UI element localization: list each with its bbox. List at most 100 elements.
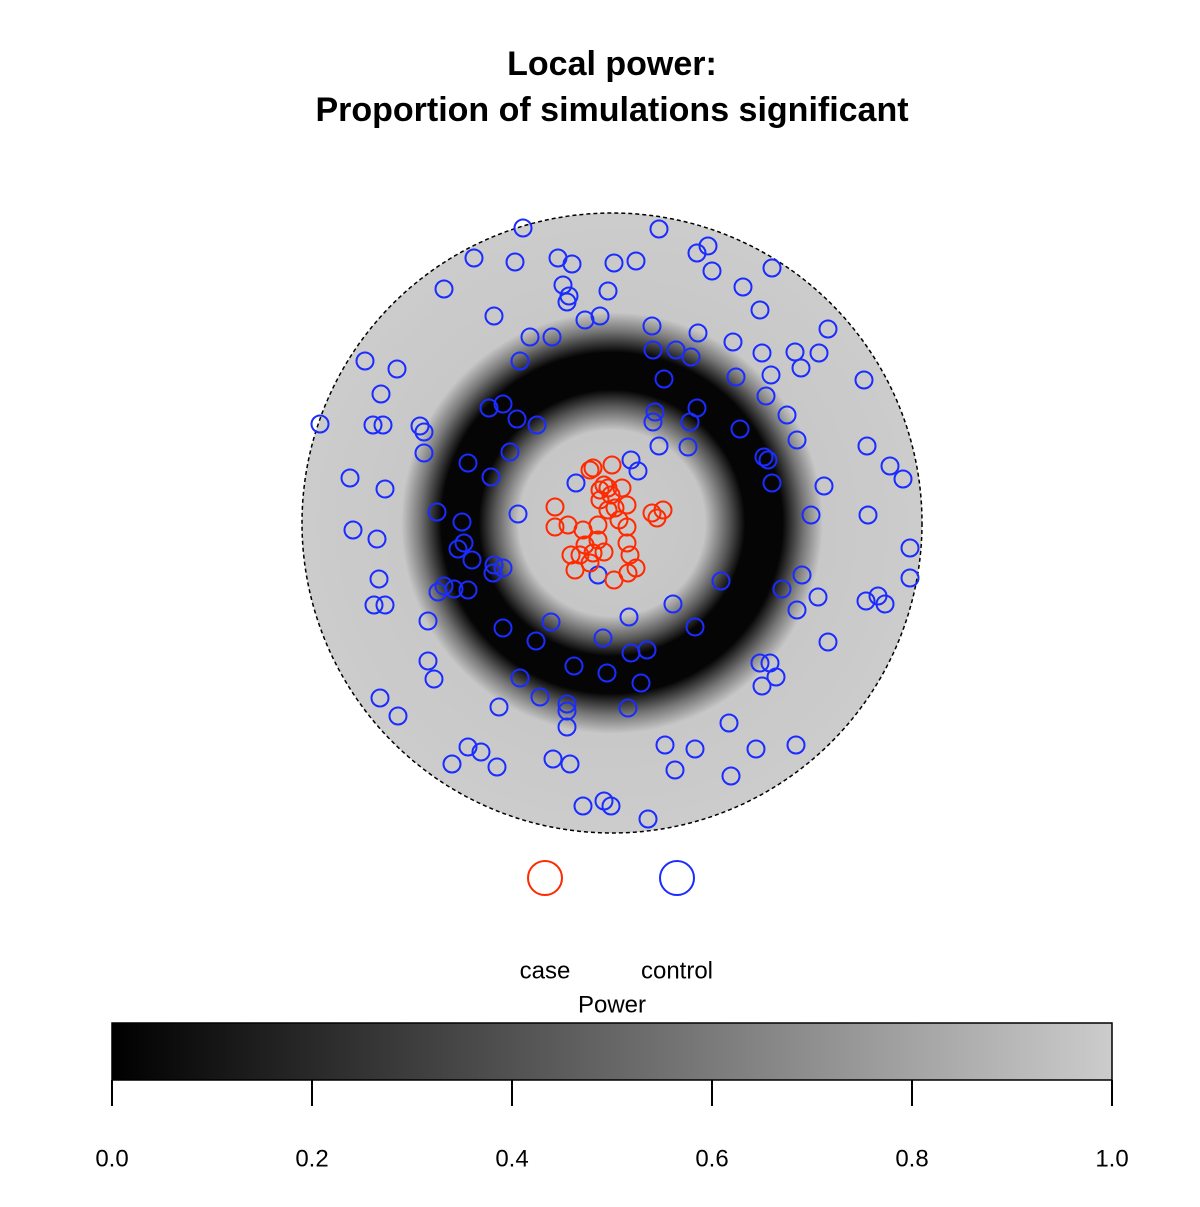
point bbox=[588, 515, 608, 535]
point bbox=[590, 480, 610, 500]
tick-label: 0.2 bbox=[295, 1145, 328, 1172]
point bbox=[418, 651, 438, 671]
point bbox=[507, 409, 527, 429]
point bbox=[687, 243, 707, 263]
point bbox=[462, 550, 482, 570]
point bbox=[617, 495, 637, 515]
point bbox=[791, 358, 811, 378]
point bbox=[493, 394, 513, 414]
point bbox=[367, 529, 387, 549]
point bbox=[786, 735, 806, 755]
point bbox=[875, 594, 895, 614]
point bbox=[602, 455, 622, 475]
point bbox=[814, 476, 834, 496]
point bbox=[369, 569, 389, 589]
point bbox=[541, 612, 561, 632]
point bbox=[458, 580, 478, 600]
point bbox=[612, 478, 632, 498]
point bbox=[452, 512, 472, 532]
point bbox=[484, 555, 504, 575]
point bbox=[719, 713, 739, 733]
legend-swatch bbox=[659, 860, 695, 896]
point bbox=[370, 688, 390, 708]
point bbox=[598, 478, 618, 498]
point bbox=[702, 261, 722, 281]
point bbox=[543, 749, 563, 769]
point bbox=[655, 735, 675, 755]
point bbox=[766, 667, 786, 687]
legend-label: control bbox=[641, 957, 713, 984]
point bbox=[598, 281, 618, 301]
point bbox=[580, 460, 600, 480]
point bbox=[752, 676, 772, 696]
point bbox=[414, 443, 434, 463]
point bbox=[542, 327, 562, 347]
point bbox=[857, 436, 877, 456]
tick-label: 1.0 bbox=[1095, 1145, 1128, 1172]
point bbox=[663, 594, 683, 614]
point bbox=[761, 365, 781, 385]
point bbox=[545, 497, 565, 517]
point bbox=[583, 543, 603, 563]
point bbox=[454, 533, 474, 553]
point bbox=[787, 600, 807, 620]
point bbox=[626, 251, 646, 271]
point bbox=[590, 306, 610, 326]
legend-swatch bbox=[527, 860, 563, 896]
point bbox=[854, 370, 874, 390]
point bbox=[500, 442, 520, 462]
point bbox=[893, 469, 913, 489]
point bbox=[726, 367, 746, 387]
point bbox=[598, 500, 618, 520]
point bbox=[427, 502, 447, 522]
point bbox=[594, 542, 614, 562]
point bbox=[733, 277, 753, 297]
point bbox=[685, 739, 705, 759]
point bbox=[388, 706, 408, 726]
point bbox=[414, 422, 434, 442]
point bbox=[637, 640, 657, 660]
point bbox=[510, 668, 530, 688]
point bbox=[444, 579, 464, 599]
point bbox=[434, 279, 454, 299]
point bbox=[772, 579, 792, 599]
point bbox=[565, 560, 585, 580]
point bbox=[604, 253, 624, 273]
point bbox=[631, 673, 651, 693]
point bbox=[371, 384, 391, 404]
point bbox=[489, 697, 509, 717]
point bbox=[619, 607, 639, 627]
point bbox=[647, 508, 667, 528]
point bbox=[801, 505, 821, 525]
point bbox=[723, 332, 743, 352]
tick-label: 0.8 bbox=[895, 1145, 928, 1172]
point bbox=[588, 530, 608, 550]
point bbox=[418, 611, 438, 631]
legend-label: case bbox=[520, 957, 571, 984]
point bbox=[527, 415, 547, 435]
point bbox=[355, 351, 375, 371]
point bbox=[375, 595, 395, 615]
point bbox=[375, 479, 395, 499]
point bbox=[580, 553, 600, 573]
point bbox=[605, 498, 625, 518]
chart-subtitle: Proportion of simulations significant bbox=[315, 91, 908, 129]
point bbox=[510, 351, 530, 371]
point bbox=[566, 473, 586, 493]
point bbox=[471, 742, 491, 762]
colorbar bbox=[111, 1022, 1113, 1081]
point bbox=[442, 754, 462, 774]
tick-label: 0.0 bbox=[95, 1145, 128, 1172]
point bbox=[483, 563, 503, 583]
point bbox=[573, 796, 593, 816]
point bbox=[900, 538, 920, 558]
point bbox=[638, 809, 658, 829]
point bbox=[601, 796, 621, 816]
point bbox=[818, 319, 838, 339]
point bbox=[642, 316, 662, 336]
point bbox=[758, 450, 778, 470]
point bbox=[681, 347, 701, 367]
point bbox=[310, 414, 330, 434]
point bbox=[785, 342, 805, 362]
